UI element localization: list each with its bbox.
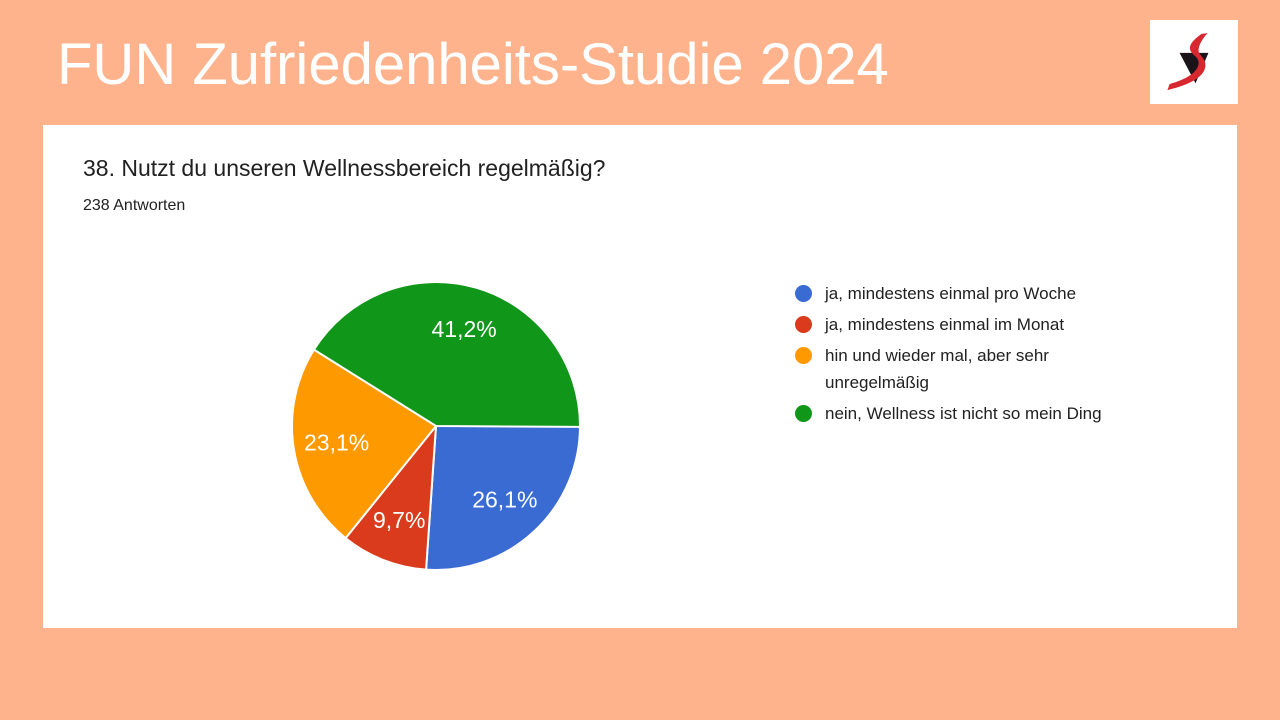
legend-item-1[interactable]: ja, mindestens einmal im Monat — [795, 311, 1155, 338]
legend-item-3[interactable]: nein, Wellness ist nicht so mein Ding — [795, 400, 1155, 427]
pie-chart: 26,1% 9,7% 23,1% 41,2% — [291, 280, 582, 572]
pie-slice-percent-label: 26,1% — [472, 487, 537, 513]
pie-slice-2[interactable] — [291, 348, 437, 540]
legend-color-dot-icon — [795, 347, 812, 364]
legend-label: ja, mindestens einmal im Monat — [825, 315, 1065, 334]
question-title: 38. Nutzt du unseren Wellnessbereich reg… — [83, 155, 606, 181]
legend-item-2[interactable]: hin und wieder mal, aber sehr unregelmäß… — [795, 342, 1155, 396]
legend-label: nein, Wellness ist nicht so mein Ding — [825, 404, 1102, 423]
result-card: 38. Nutzt du unseren Wellnessbereich reg… — [43, 125, 1237, 628]
responses-count: 238 Antworten — [83, 197, 186, 214]
pie-slice-percent-label: 9,7% — [373, 507, 425, 533]
chart-legend: ja, mindestens einmal pro Woche ja, minde… — [795, 280, 1155, 427]
pie-slice-percent-label: 41,2% — [431, 316, 496, 342]
pie-slice-0[interactable] — [425, 425, 581, 572]
pie-slice-percent-label: 23,1% — [304, 430, 369, 456]
company-logo — [1150, 20, 1238, 104]
legend-label: ja, mindestens einmal pro Woche — [825, 284, 1077, 303]
legend-label: hin und wieder mal, aber sehr unregelmäß… — [825, 346, 1049, 392]
legend-item-0[interactable]: ja, mindestens einmal pro Woche — [795, 280, 1155, 307]
pie-slice-3[interactable] — [312, 280, 582, 428]
page-title: FUN Zufriedenheits-Studie 2024 — [57, 32, 889, 97]
legend-color-dot-icon — [795, 316, 812, 333]
legend-color-dot-icon — [795, 405, 812, 422]
s-swoosh-logo-icon — [1156, 24, 1232, 100]
pie-slice-1[interactable] — [344, 425, 437, 571]
legend-color-dot-icon — [795, 285, 812, 302]
